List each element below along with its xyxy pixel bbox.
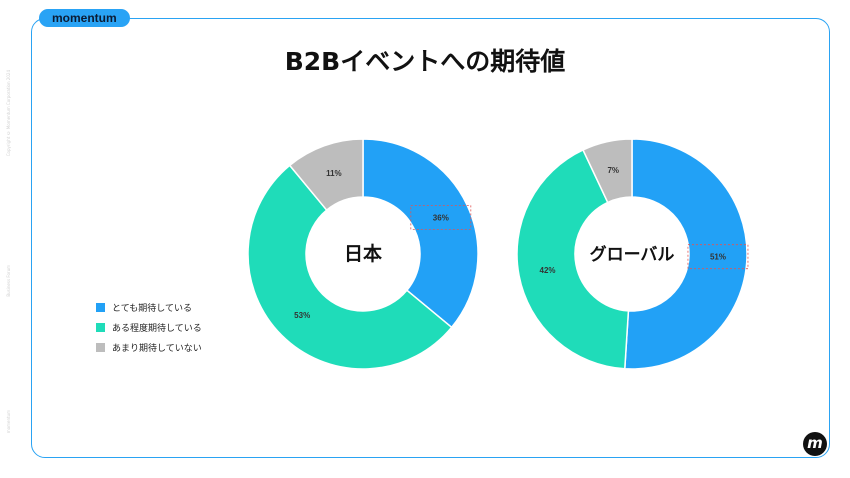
side-text-copyright: Copyright © Momentum Corporation 2024	[6, 70, 11, 157]
donut-data-label-global-low: 7%	[607, 166, 619, 175]
momentum-logo: m	[803, 432, 827, 456]
donut-data-label-global-some: 42%	[540, 266, 556, 275]
brand-tag: momentum	[39, 9, 130, 27]
donut-slice-japan-some	[247, 164, 453, 370]
legend-label-low: あまり期待していない	[112, 343, 202, 354]
side-text-brand: momentum	[6, 410, 11, 434]
donut-data-label-japan-high: 36%	[433, 213, 449, 222]
legend-swatch-some	[96, 322, 105, 332]
legend-item-low: あまり期待していない	[96, 337, 202, 357]
donut-chart-global-svg: 51% 42% 7%	[516, 138, 749, 370]
donut-slice-global-low	[582, 138, 633, 204]
donut-slice-japan-low	[288, 138, 364, 212]
chart-legend: とても期待している ある程度期待している あまり期待していない	[96, 297, 202, 357]
slide-frame	[31, 18, 830, 458]
donut-chart-global: 51% 42% 7% グローバル	[516, 138, 749, 370]
legend-label-some: ある程度期待している	[112, 323, 202, 334]
donut-slice-japan-high	[362, 138, 479, 329]
donut-slice-global-high	[623, 138, 748, 370]
legend-swatch-low	[96, 342, 105, 352]
donut-center-label-global: グローバル	[589, 245, 675, 265]
legend-label-high: とても期待している	[112, 303, 193, 314]
page-title: B2Bイベントへの期待値	[284, 47, 566, 76]
legend-swatch-high	[96, 302, 105, 312]
highlight-box-japan	[410, 204, 472, 230]
donut-center-label-japan: 日本	[343, 243, 382, 265]
donut-data-label-global-high: 51%	[710, 253, 726, 262]
side-text-forum: Business Forum	[6, 265, 11, 297]
donut-slice-global-some	[516, 148, 630, 370]
donut-chart-japan-svg: 36% 53% 11%	[247, 138, 479, 370]
donut-data-label-japan-low: 11%	[326, 169, 342, 178]
legend-item-high: とても期待している	[96, 297, 202, 317]
donut-chart-japan: 36% 53% 11% 日本	[247, 138, 479, 370]
donut-data-label-japan-some: 53%	[294, 311, 310, 320]
legend-item-some: ある程度期待している	[96, 317, 202, 337]
